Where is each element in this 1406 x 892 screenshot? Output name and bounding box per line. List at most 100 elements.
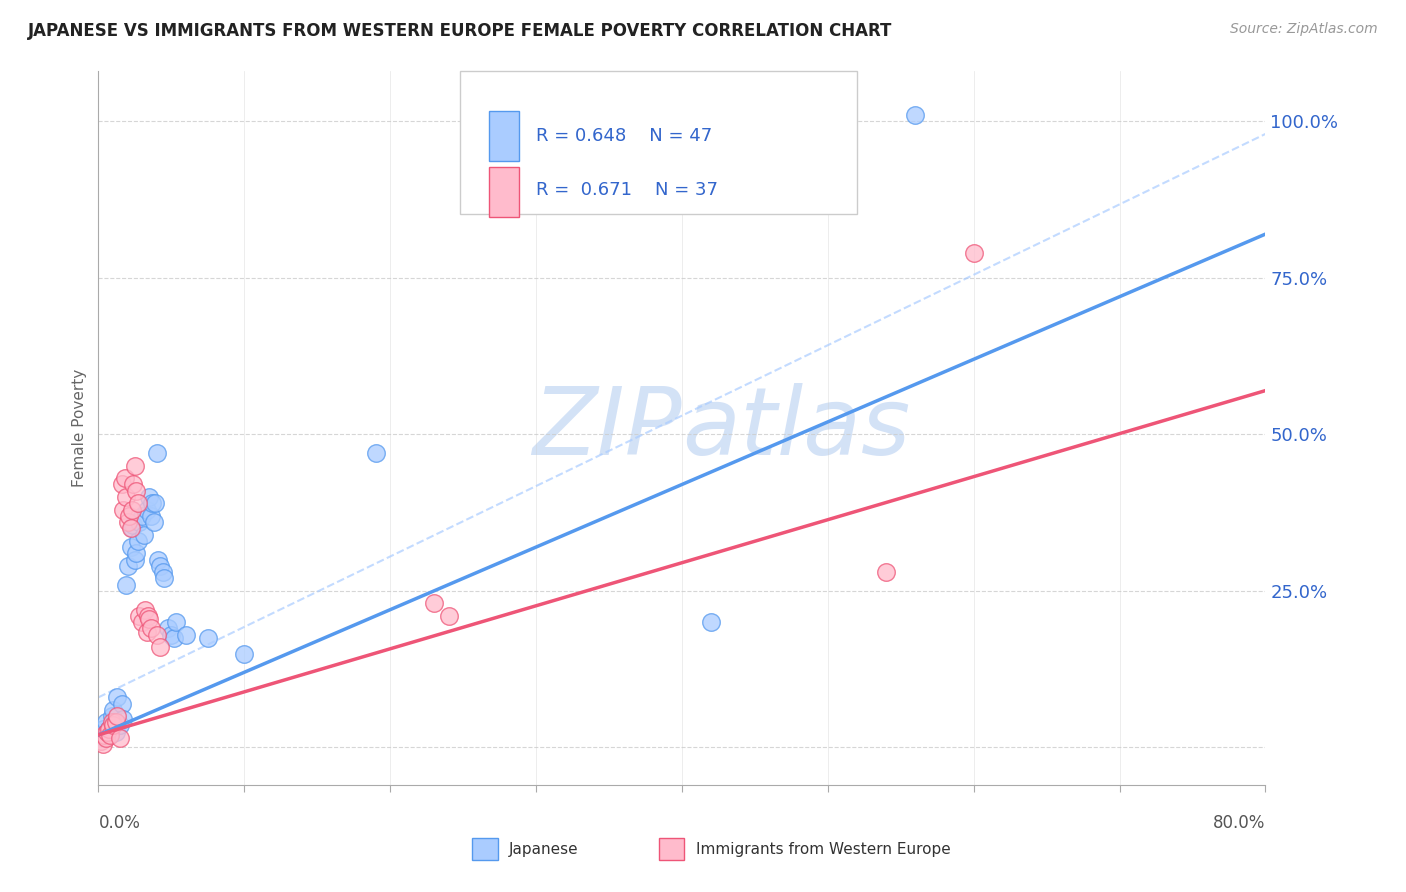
Point [98, 728, 121, 742]
FancyBboxPatch shape [489, 167, 519, 217]
Point [124, 552, 146, 566]
Text: R = 0.648    N = 47: R = 0.648 N = 47 [536, 128, 713, 145]
Point [174, 628, 197, 642]
Point [120, 540, 142, 554]
Point [233, 647, 256, 661]
FancyBboxPatch shape [472, 838, 498, 860]
Point [962, 246, 984, 260]
Point [142, 515, 165, 529]
Y-axis label: Female Poverty: Female Poverty [72, 369, 87, 487]
Point [96, 724, 118, 739]
Point [98, 728, 121, 742]
Point [90, 728, 112, 742]
Point [423, 596, 446, 610]
Point [101, 718, 124, 732]
Text: Immigrants from Western Europe: Immigrants from Western Europe [696, 842, 950, 856]
Text: atlas: atlas [682, 383, 910, 474]
Point [94, 715, 117, 730]
Point [90, 734, 112, 748]
Point [105, 709, 128, 723]
FancyBboxPatch shape [658, 838, 685, 860]
Point [111, 697, 134, 711]
Point [139, 622, 162, 636]
Point [127, 533, 149, 548]
Point [141, 496, 163, 510]
Text: Source: ZipAtlas.com: Source: ZipAtlas.com [1230, 22, 1378, 37]
Point [146, 628, 169, 642]
Point [157, 622, 180, 636]
Text: R =  0.671    N = 37: R = 0.671 N = 37 [536, 181, 718, 199]
Point [118, 508, 141, 523]
Point [94, 731, 117, 745]
Point [134, 603, 156, 617]
Point [121, 521, 143, 535]
Point [135, 502, 157, 516]
Point [143, 496, 166, 510]
Point [100, 715, 122, 730]
Point [128, 609, 150, 624]
Point [103, 715, 125, 730]
Point [125, 546, 148, 560]
Point [91, 722, 114, 736]
Point [104, 724, 127, 739]
Point [93, 731, 115, 745]
Point [165, 615, 187, 630]
Point [122, 477, 145, 491]
Text: Japanese: Japanese [509, 842, 579, 856]
Point [131, 508, 153, 523]
Text: 80.0%: 80.0% [1213, 814, 1265, 831]
Point [121, 502, 143, 516]
Point [117, 515, 139, 529]
Point [146, 446, 169, 460]
Point [437, 609, 460, 624]
Point [152, 565, 174, 579]
Point [115, 577, 138, 591]
Point [132, 527, 155, 541]
Point [138, 612, 160, 626]
Point [127, 496, 149, 510]
Point [136, 609, 159, 624]
Point [105, 690, 128, 705]
Point [163, 631, 186, 645]
Point [875, 565, 897, 579]
Point [138, 490, 160, 504]
Point [135, 624, 157, 639]
Text: JAPANESE VS IMMIGRANTS FROM WESTERN EUROPE FEMALE POVERTY CORRELATION CHART: JAPANESE VS IMMIGRANTS FROM WESTERN EURO… [28, 22, 893, 40]
Point [104, 715, 127, 730]
Point [110, 718, 132, 732]
Point [125, 483, 148, 498]
FancyBboxPatch shape [489, 112, 519, 161]
Text: 0.0%: 0.0% [98, 814, 141, 831]
Point [904, 108, 927, 122]
Point [148, 552, 170, 566]
Point [149, 640, 172, 655]
Text: ZIP: ZIP [533, 383, 682, 474]
Point [700, 615, 723, 630]
Point [97, 722, 120, 736]
Point [101, 703, 124, 717]
Point [110, 731, 132, 745]
Point [120, 521, 142, 535]
Point [149, 558, 172, 573]
Point [96, 724, 118, 739]
Point [93, 728, 115, 742]
Point [111, 477, 134, 491]
Point [117, 558, 139, 573]
Point [139, 508, 162, 523]
Point [197, 631, 219, 645]
Point [112, 712, 135, 726]
Point [131, 615, 153, 630]
Point [114, 471, 136, 485]
Point [115, 490, 138, 504]
Point [112, 502, 135, 516]
Point [128, 515, 150, 529]
Point [122, 518, 145, 533]
Point [124, 458, 146, 473]
Point [160, 628, 183, 642]
Point [91, 737, 114, 751]
FancyBboxPatch shape [460, 71, 858, 214]
Point [364, 446, 387, 460]
Point [153, 571, 176, 585]
Point [100, 709, 122, 723]
Point [97, 722, 120, 736]
